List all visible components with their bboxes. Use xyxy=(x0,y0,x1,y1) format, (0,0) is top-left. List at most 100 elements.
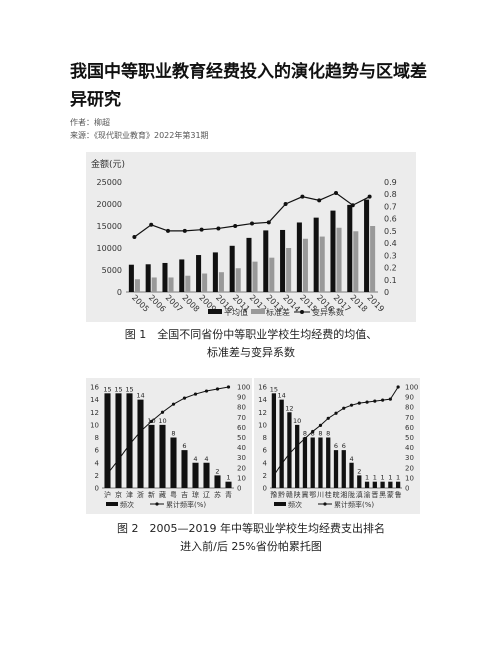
cv-point xyxy=(233,224,238,228)
bar-data-label: 8 xyxy=(326,430,330,438)
cv-point xyxy=(250,221,254,226)
y-tick-label: 0 xyxy=(117,288,122,297)
bar-mean xyxy=(280,229,286,292)
x-tick-label: 渝 xyxy=(364,490,371,499)
bar-frequency xyxy=(126,393,133,488)
cv-point xyxy=(166,228,170,233)
x-tick-label: 青 xyxy=(225,490,232,499)
bar-data-label: 8 xyxy=(311,430,315,438)
legend-label-cv: 变异系数 xyxy=(312,307,344,317)
y2-tick-label: 0.2 xyxy=(384,264,397,273)
cv-point xyxy=(350,203,355,208)
y-tick-label: 0 xyxy=(263,485,267,493)
cv-point xyxy=(132,235,137,239)
x-tick-label: 藏 xyxy=(159,490,166,499)
cumulative-point xyxy=(373,399,377,403)
legend-swatch-std xyxy=(251,309,265,314)
y2-tick-label: 80 xyxy=(237,404,246,412)
bar-frequency xyxy=(159,424,166,488)
legend-swatch-frequency xyxy=(106,502,118,506)
bar-frequency xyxy=(364,481,370,488)
x-tick-label: 浙 xyxy=(137,490,144,499)
bar-data-label: 4 xyxy=(349,455,353,463)
legend-label-frequency: 频次 xyxy=(120,500,134,509)
x-tick-label: 苏 xyxy=(214,490,221,499)
bar-mean xyxy=(179,259,185,292)
bar-std xyxy=(302,238,308,292)
bar-data-label: 14 xyxy=(136,392,144,400)
y2-tick-label: 30 xyxy=(405,454,414,462)
bar-mean xyxy=(364,199,370,292)
y-tick-label: 12 xyxy=(258,409,267,417)
bar-std xyxy=(319,236,325,292)
legend-label-cumulative: 累计频率(%) xyxy=(334,500,374,509)
cumulative-point xyxy=(365,400,369,404)
cumulative-point xyxy=(342,406,346,410)
cumulative-point xyxy=(193,392,198,396)
cv-point xyxy=(317,198,322,203)
y-tick-label: 8 xyxy=(95,434,99,442)
x-tick-label: 豫 xyxy=(270,490,277,499)
cumulative-point xyxy=(171,402,176,406)
cumulative-point xyxy=(116,458,121,462)
bar-mean xyxy=(330,210,336,292)
bar-mean xyxy=(145,264,151,292)
y-tick-label: 2 xyxy=(95,472,99,480)
cumulative-point xyxy=(182,396,187,400)
bar-frequency xyxy=(302,437,308,488)
x-tick-label: 陕 xyxy=(294,490,301,499)
y2-tick-label: 80 xyxy=(405,404,414,412)
y-tick-label: 6 xyxy=(263,447,268,455)
bar-data-label: 8 xyxy=(318,430,322,438)
legend-label-frequency: 频次 xyxy=(288,500,302,509)
cumulative-point xyxy=(357,401,361,405)
bar-data-label: 4 xyxy=(204,455,208,463)
x-tick-label: 晋 xyxy=(371,491,378,499)
bar-frequency xyxy=(388,481,393,488)
y-tick-label: 25000 xyxy=(97,178,122,187)
bar-data-label: 8 xyxy=(303,430,307,438)
figure-2-left-chart: 0246810121416010203040506070809010015沪15… xyxy=(86,378,252,514)
bar-data-label: 15 xyxy=(125,385,133,393)
bar-frequency xyxy=(287,412,292,488)
y2-tick-label: 20 xyxy=(405,464,414,472)
y2-tick-label: 0 xyxy=(237,485,241,493)
y2-tick-label: 0.1 xyxy=(384,276,397,285)
y-tick-label: 2 xyxy=(263,472,267,480)
bar-data-label: 1 xyxy=(365,474,369,482)
y2-tick-label: 60 xyxy=(237,424,246,432)
cumulative-point xyxy=(280,462,284,466)
y2-tick-label: 0.3 xyxy=(384,251,397,260)
figure-2-right-chart: 0246810121416010203040506070809010015豫14… xyxy=(254,378,420,514)
bar-mean xyxy=(347,204,353,292)
bar-frequency xyxy=(214,475,221,488)
x-tick-label: 鄂 xyxy=(309,490,316,499)
y-tick-label: 16 xyxy=(258,384,267,392)
x-tick-label: 津 xyxy=(126,491,133,499)
bar-mean xyxy=(196,255,202,292)
bar-mean xyxy=(246,237,252,292)
bar-std xyxy=(185,275,191,292)
x-tick-label: 黑 xyxy=(379,491,386,499)
y-tick-label: 4 xyxy=(95,459,100,467)
bar-std xyxy=(370,226,376,292)
x-tick-label: 黔 xyxy=(278,490,285,499)
bar-frequency xyxy=(357,475,362,488)
cumulative-point xyxy=(127,442,132,447)
cv-point xyxy=(266,220,271,225)
x-tick-label: 沪 xyxy=(104,490,111,499)
bar-mean xyxy=(313,217,319,292)
y2-tick-label: 40 xyxy=(405,444,414,452)
y2-tick-label: 0.5 xyxy=(384,227,397,236)
bar-frequency xyxy=(170,437,177,488)
y2-tick-label: 90 xyxy=(237,394,246,402)
x-tick-label: 冀 xyxy=(301,490,308,499)
y2-tick-label: 0.6 xyxy=(384,215,397,224)
bar-frequency xyxy=(380,481,385,488)
bar-frequency xyxy=(349,462,354,488)
y-tick-label: 14 xyxy=(90,396,99,404)
bar-data-label: 2 xyxy=(215,467,219,475)
legend-swatch-frequency xyxy=(274,502,286,506)
y2-tick-label: 20 xyxy=(237,464,246,472)
cumulative-point xyxy=(295,443,299,448)
